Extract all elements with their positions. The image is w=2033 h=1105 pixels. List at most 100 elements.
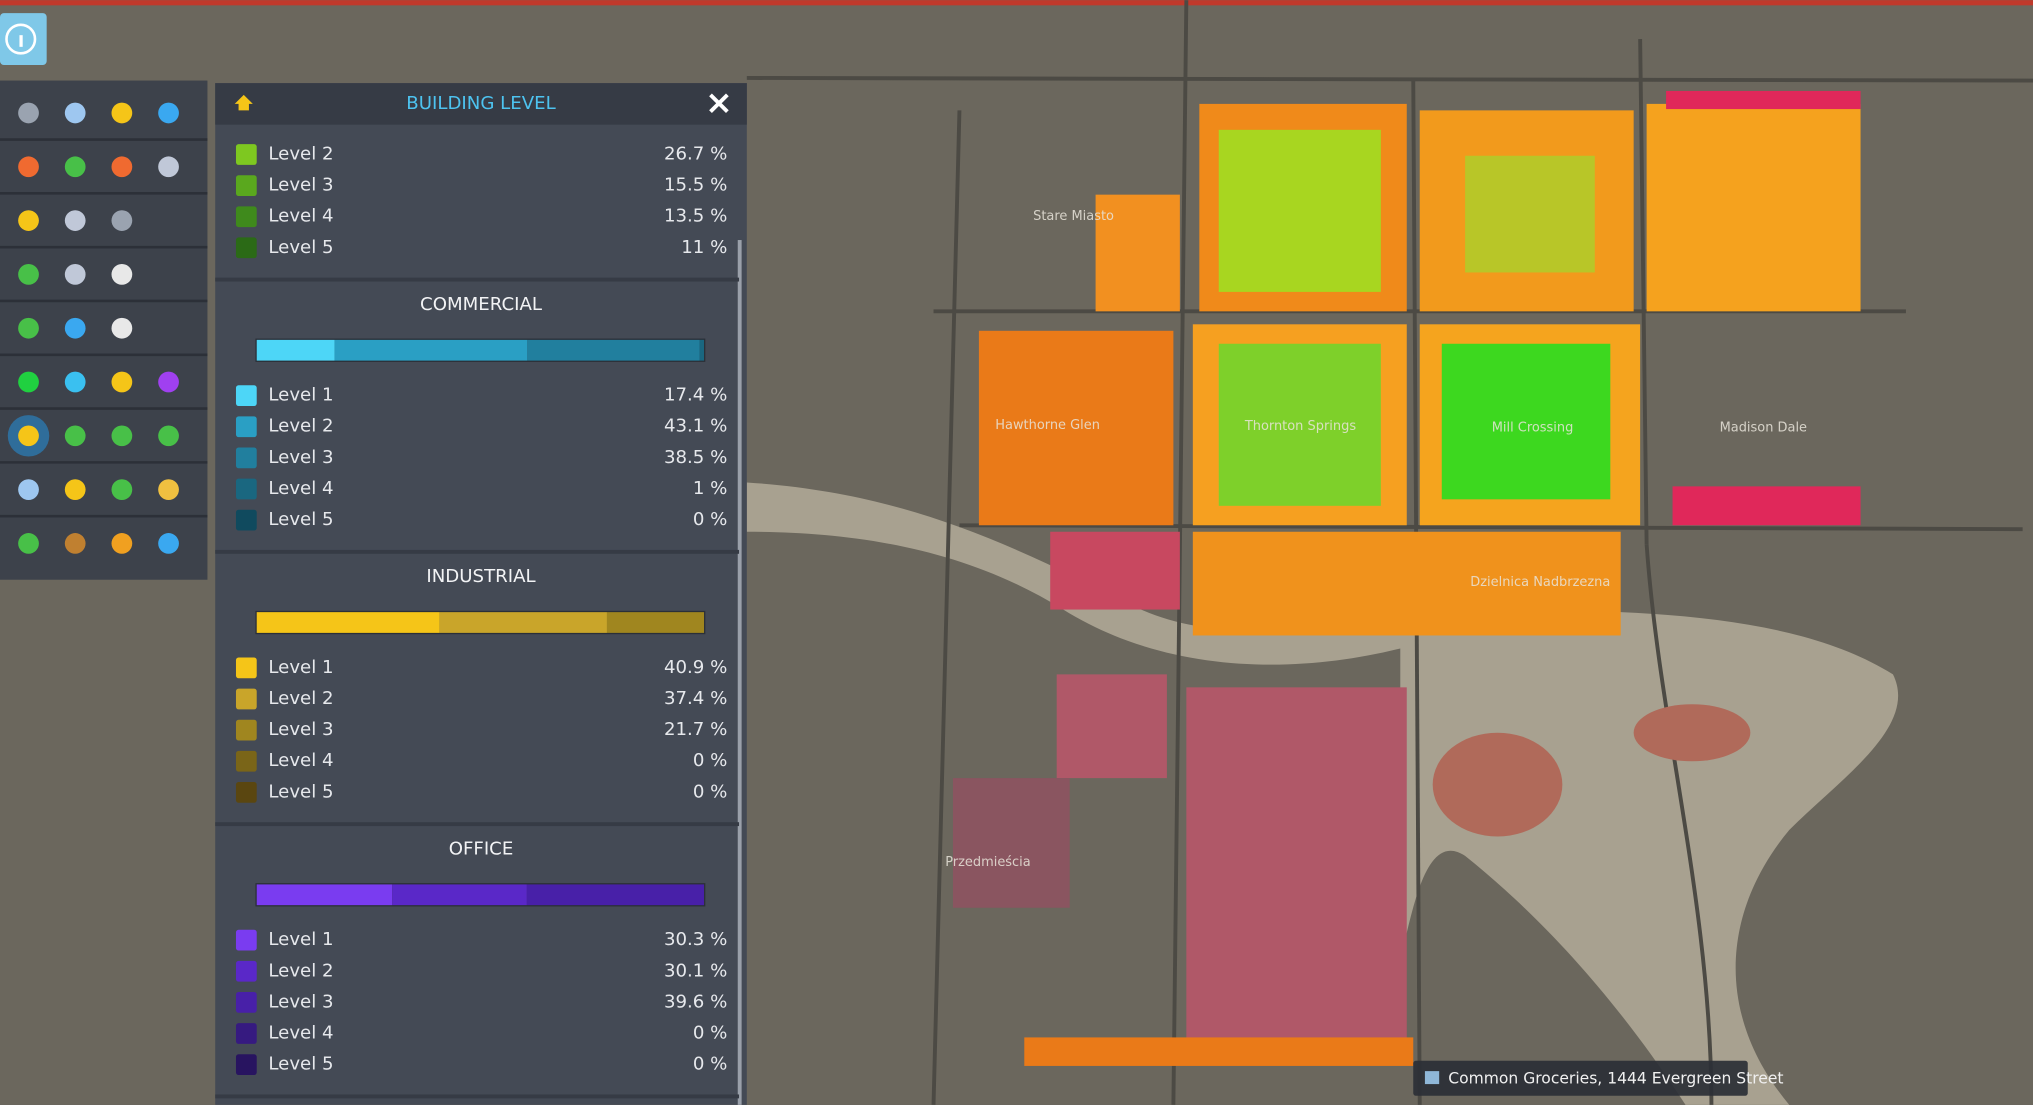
- tool-icon[interactable]: [111, 371, 133, 393]
- bar-segment: [526, 884, 705, 906]
- tooltip-icon: [1424, 1071, 1440, 1085]
- tool-icon[interactable]: [158, 156, 179, 178]
- tool-icon[interactable]: [111, 210, 133, 231]
- tool-icon[interactable]: [158, 425, 179, 447]
- district-label: Hawthorne Glen: [995, 418, 1100, 433]
- level-swatch: [235, 509, 257, 531]
- district-block: [1050, 531, 1180, 610]
- bar-segment: [256, 339, 335, 361]
- level-percent: 30.1 %: [664, 960, 727, 981]
- tool-icon[interactable]: [64, 264, 86, 285]
- district-block: [1646, 103, 1861, 312]
- district-block: [978, 330, 1174, 526]
- tool-icon[interactable]: [111, 102, 133, 124]
- level-name: Level 1: [268, 385, 333, 406]
- level-name: Level 3: [268, 175, 333, 196]
- bar-segment: [392, 884, 527, 906]
- bar-segment: [699, 339, 705, 361]
- tool-icon[interactable]: [64, 102, 86, 124]
- tool-icon[interactable]: [18, 264, 39, 285]
- level-name: Level 4: [268, 478, 333, 499]
- level-percent: 37.4 %: [664, 688, 727, 709]
- tool-icon[interactable]: [18, 317, 39, 339]
- level-name: Level 3: [268, 991, 333, 1012]
- level-swatch: [235, 478, 257, 500]
- district-block: [1095, 194, 1180, 312]
- district-label: Thornton Springs: [1244, 419, 1356, 434]
- panel-title: BUILDING LEVEL: [406, 93, 556, 114]
- tool-icon[interactable]: [111, 425, 133, 447]
- level-name: Level 4: [268, 750, 333, 771]
- tool-icon[interactable]: [18, 371, 39, 393]
- district-block: [952, 778, 1070, 908]
- tool-icon[interactable]: [18, 479, 39, 500]
- level-percent: 13.5 %: [664, 206, 727, 227]
- level-swatch: [235, 657, 257, 679]
- level-name: Level 5: [268, 509, 333, 530]
- info-button[interactable]: [0, 13, 47, 65]
- district-block: [1192, 531, 1621, 636]
- tool-icon[interactable]: [64, 425, 86, 447]
- tool-icon[interactable]: [64, 533, 86, 554]
- level-swatch: [235, 1023, 257, 1044]
- tool-icon[interactable]: [111, 156, 133, 178]
- info-icon: [5, 23, 37, 55]
- home-icon: [234, 94, 253, 111]
- tool-icon[interactable]: [111, 317, 133, 339]
- tool-icon[interactable]: [64, 371, 86, 393]
- level-percent: 43.1 %: [664, 416, 727, 437]
- city-blocks: [952, 90, 1861, 1066]
- section-divider: [215, 822, 740, 827]
- tooltip-text: Common Groceries, 1444 Evergreen Street: [1448, 1069, 1783, 1087]
- district-block: [1056, 674, 1167, 779]
- level-swatch: [235, 1054, 257, 1076]
- district-label: Przedmieścia: [945, 855, 1031, 870]
- scrollbar[interactable]: [737, 240, 742, 1105]
- tool-icon[interactable]: [18, 533, 39, 554]
- level-percent: 30.3 %: [664, 929, 727, 950]
- panel-header: [215, 83, 747, 125]
- level-percent: 0 %: [693, 509, 728, 530]
- level-percent: 17.4 %: [664, 385, 727, 406]
- level-swatch: [235, 750, 257, 772]
- tool-icon[interactable]: [158, 102, 179, 124]
- district-label: Mill Crossing: [1492, 421, 1574, 436]
- bar-segment: [256, 612, 440, 633]
- tool-icon[interactable]: [64, 156, 86, 178]
- level-swatch: [235, 688, 257, 710]
- district-block: [1441, 343, 1611, 500]
- section-divider: [215, 277, 740, 282]
- bar-segment: [439, 612, 607, 633]
- top-bar: [0, 0, 2033, 6]
- tool-icon[interactable]: [111, 479, 133, 500]
- level-swatch: [235, 992, 257, 1013]
- section-divider: [215, 1094, 740, 1099]
- roads: [746, 0, 2033, 1105]
- level-name: Level 4: [268, 1023, 333, 1044]
- tool-icon[interactable]: [158, 533, 179, 554]
- tool-icon[interactable]: [111, 264, 133, 285]
- district-label: Dzielnica Nadbrzezna: [1470, 575, 1610, 590]
- district-block: [1633, 704, 1751, 762]
- district-block: [1218, 343, 1381, 506]
- level-swatch: [235, 144, 257, 165]
- level-swatch: [235, 960, 257, 982]
- tool-icon[interactable]: [18, 425, 39, 447]
- level-swatch: [235, 929, 257, 951]
- tool-icon[interactable]: [158, 371, 179, 393]
- tool-icon[interactable]: [64, 317, 86, 339]
- tool-icon[interactable]: [64, 210, 86, 231]
- close-button[interactable]: [709, 93, 729, 114]
- tool-icon[interactable]: [18, 156, 39, 178]
- tool-icon[interactable]: [158, 479, 179, 500]
- bar-segment: [527, 339, 700, 361]
- tool-icon[interactable]: [18, 210, 39, 231]
- tool-icon[interactable]: [111, 533, 133, 554]
- level-percent: 11 %: [681, 237, 727, 258]
- level-swatch: [235, 447, 257, 469]
- tool-icon[interactable]: [18, 102, 39, 124]
- level-percent: 39.6 %: [664, 991, 727, 1012]
- tool-icon[interactable]: [64, 479, 86, 500]
